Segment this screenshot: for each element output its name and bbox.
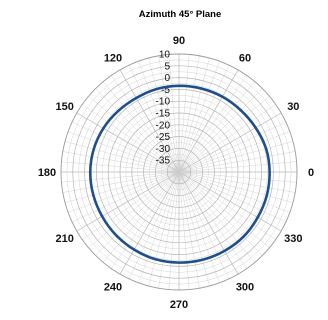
grid-ring	[149, 142, 209, 202]
radial-tick--20: -20	[156, 120, 171, 131]
grid-ring	[113, 106, 245, 238]
grid-ring	[102, 95, 256, 249]
grid-ring	[125, 118, 233, 226]
angle-label-150: 150	[56, 101, 74, 113]
angle-label-60: 60	[239, 53, 251, 65]
grid-ring	[172, 165, 186, 179]
grid-ring	[166, 159, 192, 185]
polar-grid	[60, 53, 298, 291]
radial-tick--30: -30	[156, 144, 171, 155]
radial-tick--10: -10	[156, 97, 171, 108]
series-layer	[88, 84, 271, 264]
chart-title: Azimuth 45° Plane	[139, 9, 221, 20]
angle-label-0: 0	[308, 167, 314, 179]
grid-ring	[131, 124, 227, 220]
radial-tick--25: -25	[156, 132, 171, 143]
angle-label-120: 120	[104, 53, 122, 65]
angle-label-210: 210	[56, 233, 74, 245]
grid-ring	[119, 112, 239, 232]
grid-ring	[107, 100, 251, 244]
angle-label-90: 90	[173, 35, 185, 47]
grid-ring	[84, 77, 274, 267]
radial-tick--15: -15	[156, 109, 171, 120]
grid-ring	[72, 65, 286, 279]
grid-ring	[66, 59, 292, 285]
angle-label-180: 180	[38, 167, 56, 179]
grid-ring	[60, 53, 298, 291]
angle-labels: 0 30 60 90 120 150 180 210 240 270 300 330	[38, 35, 314, 311]
grid-ring	[155, 148, 203, 196]
radial-tick--35: -35	[156, 156, 171, 167]
radial-tick--5: -5	[161, 85, 170, 96]
grid-ring	[96, 89, 262, 255]
angle-label-330: 330	[284, 233, 302, 245]
angle-label-240: 240	[104, 281, 122, 293]
angle-label-30: 30	[287, 101, 299, 113]
radial-tick-5: 5	[164, 61, 170, 72]
angle-label-300: 300	[236, 281, 254, 293]
radial-tick-0: 0	[164, 73, 170, 84]
angle-label-270: 270	[170, 299, 188, 311]
grid-ring	[78, 71, 280, 273]
radial-tick-10: 10	[159, 50, 171, 61]
grid-ring	[137, 130, 221, 214]
series-line-0	[88, 84, 271, 264]
grid-ring	[143, 136, 215, 208]
grid-ring	[161, 154, 197, 190]
